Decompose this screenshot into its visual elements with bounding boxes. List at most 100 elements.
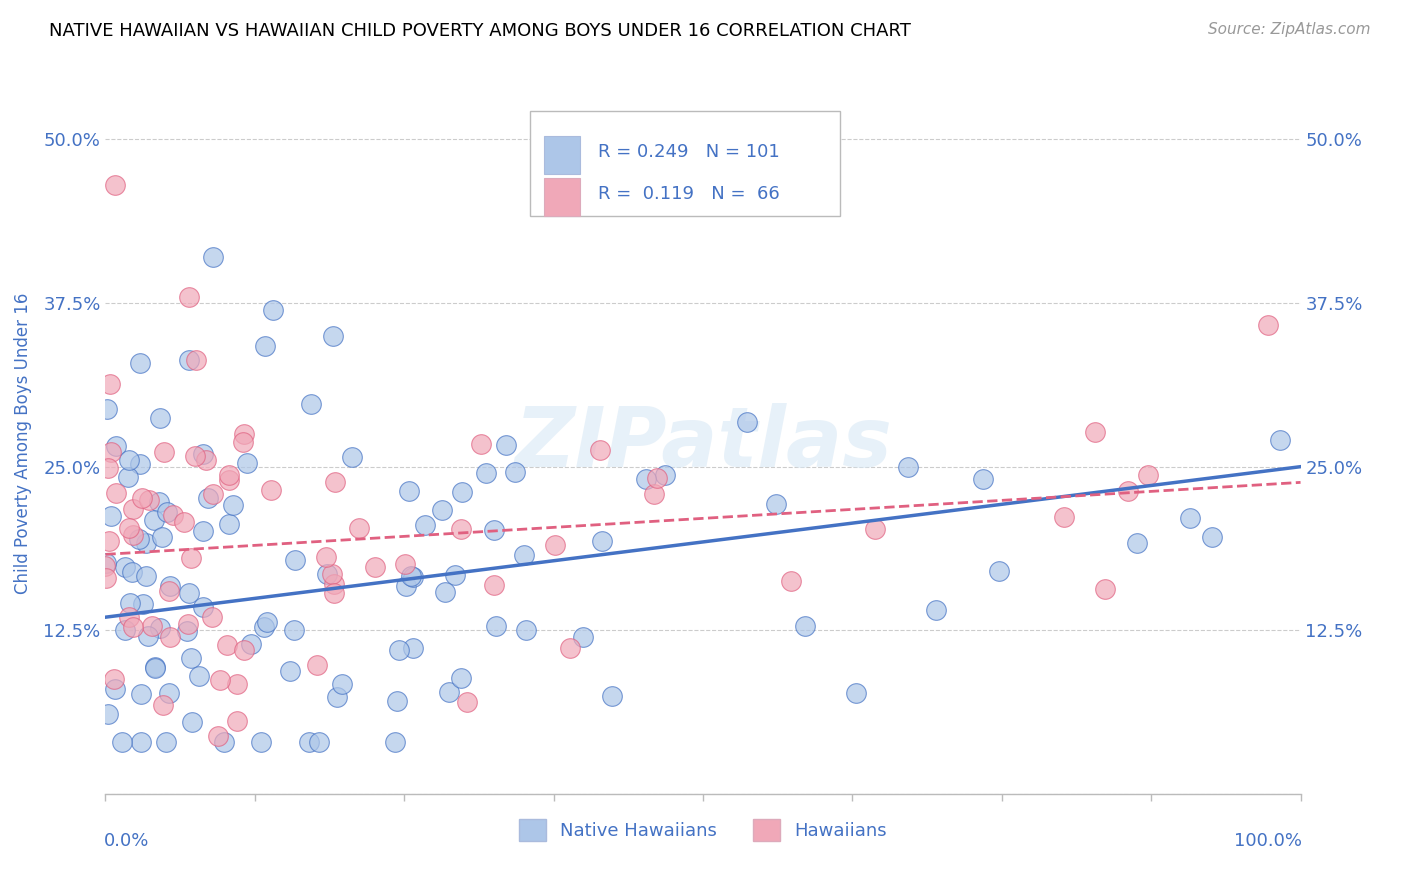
Native Hawaiians [212,734,235,748]
Native Hawaiians [384,734,406,748]
Hawaiians [103,673,125,687]
Native Hawaiians [735,415,758,429]
Native Hawaiians [129,734,152,748]
Native Hawaiians [262,302,284,317]
Hawaiians [177,617,200,632]
Hawaiians [456,695,478,709]
Native Hawaiians [97,707,120,722]
Hawaiians [1137,468,1160,483]
Text: ZIPatlas: ZIPatlas [515,403,891,484]
Hawaiians [121,620,143,634]
Native Hawaiians [395,579,418,593]
Hawaiians [195,453,218,467]
Native Hawaiians [503,466,526,480]
Hawaiians [159,630,181,644]
Hawaiians [131,491,153,505]
Native Hawaiians [155,734,177,748]
Native Hawaiians [177,353,200,368]
Hawaiians [307,657,329,672]
Native Hawaiians [299,397,322,411]
Hawaiians [94,559,117,574]
Native Hawaiians [482,523,505,537]
Native Hawaiians [150,530,173,544]
Hawaiians [177,289,201,303]
Hawaiians [153,444,176,458]
Native Hawaiians [1180,511,1202,525]
Bar [544,136,579,174]
Hawaiians [1118,483,1140,498]
Hawaiians [121,502,143,516]
Native Hawaiians [451,484,474,499]
Native Hawaiians [897,460,920,475]
Native Hawaiians [571,630,593,644]
Native Hawaiians [114,560,136,574]
Hawaiians [1094,582,1116,597]
Hawaiians [315,549,337,564]
Hawaiians [173,515,195,529]
Native Hawaiians [845,686,868,700]
Hawaiians [450,522,472,536]
Hawaiians [97,533,120,548]
Native Hawaiians [191,600,214,615]
Native Hawaiians [129,457,152,471]
Native Hawaiians [188,669,211,683]
Native Hawaiians [388,643,411,657]
Hawaiians [100,445,122,459]
Hawaiians [233,643,256,657]
Native Hawaiians [600,690,623,704]
Hawaiians [394,557,416,571]
Hawaiians [1084,425,1107,440]
Native Hawaiians [143,660,166,674]
Hawaiians [226,676,249,690]
Text: NATIVE HAWAIIAN VS HAWAIIAN CHILD POVERTY AMONG BOYS UNDER 16 CORRELATION CHART: NATIVE HAWAIIAN VS HAWAIIAN CHILD POVERT… [49,22,911,40]
Native Hawaiians [191,447,214,461]
Hawaiians [347,521,370,535]
Native Hawaiians [110,734,132,748]
Bar [544,178,579,216]
Native Hawaiians [218,516,240,531]
Hawaiians [97,461,120,475]
Native Hawaiians [159,578,181,592]
Hawaiians [152,698,174,712]
Native Hawaiians [135,536,157,550]
Hawaiians [104,178,127,193]
Native Hawaiians [142,513,165,527]
Hawaiians [645,470,668,484]
Native Hawaiians [156,505,179,519]
Hawaiians [779,574,801,588]
Native Hawaiians [794,619,817,633]
Hawaiians [323,586,346,600]
Native Hawaiians [591,533,613,548]
Hawaiians [589,443,612,458]
Native Hawaiians [495,438,517,452]
Hawaiians [364,560,387,574]
Native Hawaiians [128,532,150,546]
Native Hawaiians [326,690,349,705]
Hawaiians [162,508,184,522]
Native Hawaiians [450,671,472,685]
Hawaiians [321,566,343,581]
Legend: Native Hawaiians, Hawaiians: Native Hawaiians, Hawaiians [512,812,894,848]
Native Hawaiians [145,661,167,675]
Hawaiians [118,521,141,535]
Hawaiians [544,538,567,552]
Hawaiians [259,483,281,497]
Native Hawaiians [149,621,172,635]
Native Hawaiians [117,470,139,484]
Hawaiians [138,493,160,508]
Native Hawaiians [474,467,496,481]
Native Hawaiians [1126,535,1149,549]
Hawaiians [94,571,117,585]
Native Hawaiians [149,411,172,425]
Native Hawaiians [176,624,198,638]
Text: R =  0.119   N =  66: R = 0.119 N = 66 [598,185,779,202]
Native Hawaiians [654,467,676,482]
Hawaiians [217,638,239,652]
Native Hawaiians [636,472,658,486]
Native Hawaiians [387,694,409,708]
Hawaiians [118,609,141,624]
Hawaiians [233,427,256,442]
Text: Source: ZipAtlas.com: Source: ZipAtlas.com [1208,22,1371,37]
Native Hawaiians [316,566,339,581]
Native Hawaiians [132,597,155,611]
